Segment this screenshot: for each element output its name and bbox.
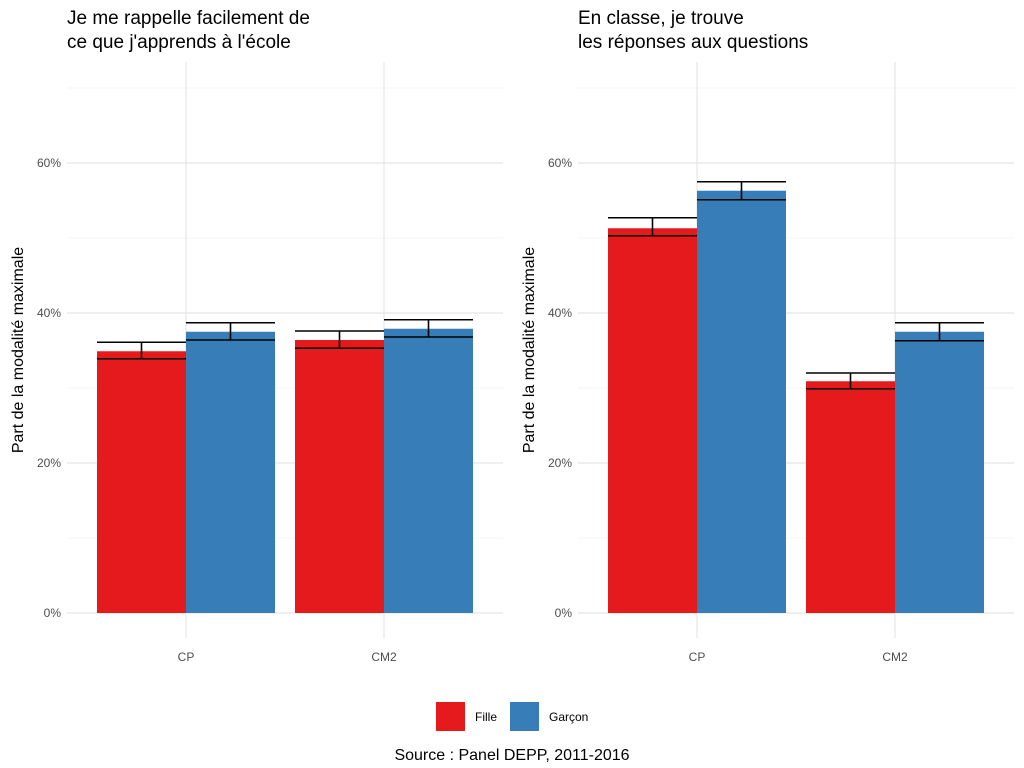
panel-right: En classe, je trouve les réponses aux qu… <box>521 8 1014 664</box>
source-caption: Source : Panel DEPP, 2011-2016 <box>394 747 629 764</box>
error-bar <box>806 372 895 390</box>
y-tick-label: 60% <box>37 156 61 170</box>
y-tick-label: 0% <box>555 606 573 620</box>
bars <box>97 328 473 613</box>
legend-swatch-garcon <box>510 702 539 731</box>
y-tick-label: 60% <box>548 156 572 170</box>
y-axis-label: Part de la modalité maximale <box>521 247 538 453</box>
bar-garcon-cp <box>697 190 786 613</box>
y-tick-label: 0% <box>44 606 62 620</box>
panel-title-line-1: Je me rappelle facilement de <box>67 8 310 29</box>
bar-garcon-cm2 <box>895 331 984 613</box>
legend: Fille Garçon <box>436 702 588 731</box>
bar-garcon-cp <box>186 331 275 613</box>
panel-left: Je me rappelle facilement de ce que j'ap… <box>10 8 503 664</box>
x-tick-labels: CP CM2 <box>178 650 397 664</box>
x-tick-label: CP <box>178 650 195 664</box>
error-bars <box>97 318 473 360</box>
y-tick-label: 40% <box>37 306 61 320</box>
y-tick-label: 20% <box>548 456 572 470</box>
bar-fille-cm2 <box>806 381 895 613</box>
error-bar <box>697 180 786 201</box>
bar-fille-cm2 <box>295 340 384 613</box>
error-bar <box>384 318 473 338</box>
x-tick-label: CM2 <box>882 650 908 664</box>
x-tick-label: CP <box>689 650 706 664</box>
error-bar <box>186 321 275 341</box>
panel-title-line-2: les réponses aux questions <box>578 32 808 53</box>
y-tick-label: 20% <box>37 456 61 470</box>
error-bar <box>608 216 697 237</box>
legend-label-garcon: Garçon <box>549 710 588 724</box>
legend-label-fille: Fille <box>475 710 497 724</box>
y-axis-label: Part de la modalité maximale <box>10 247 27 453</box>
bar-fille-cp <box>97 351 186 613</box>
bars <box>608 190 984 613</box>
bar-garcon-cm2 <box>384 328 473 613</box>
error-bar <box>295 330 384 350</box>
x-tick-labels: CP CM2 <box>689 650 908 664</box>
bar-fille-cp <box>608 228 697 613</box>
error-bar <box>895 321 984 342</box>
error-bars <box>608 180 984 390</box>
x-tick-label: CM2 <box>371 650 397 664</box>
y-tick-label: 40% <box>548 306 572 320</box>
panel-title-line-1: En classe, je trouve <box>578 8 744 29</box>
y-tick-labels: 0% 20% 40% 60% <box>548 156 572 620</box>
panel-title-line-2: ce que j'apprends à l'école <box>67 32 291 53</box>
y-tick-labels: 0% 20% 40% 60% <box>37 156 61 620</box>
error-bar <box>97 341 186 360</box>
legend-swatch-fille <box>436 702 465 731</box>
